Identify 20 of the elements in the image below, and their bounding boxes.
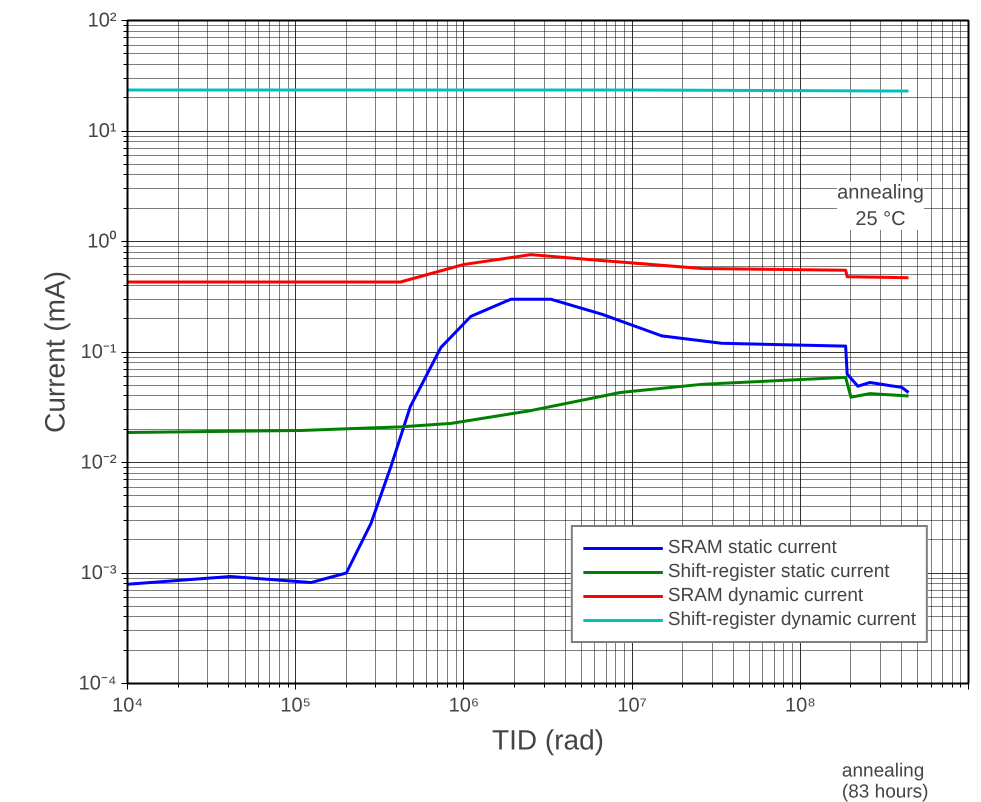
y-tick-label: 10² bbox=[88, 10, 117, 32]
x-tick-label: 10⁶ bbox=[448, 694, 480, 716]
y-tick-label: 10⁻¹ bbox=[80, 341, 117, 363]
legend-label: Shift-register static current bbox=[668, 561, 890, 583]
x-tick-label: 10⁷ bbox=[617, 694, 647, 716]
x-tick-label: 10⁵ bbox=[280, 694, 311, 716]
y-tick-label: 10⁻³ bbox=[80, 562, 117, 584]
y-tick-label: 10⁰ bbox=[87, 230, 117, 252]
y-tick-label: 10¹ bbox=[88, 120, 117, 142]
legend-label: SRAM dynamic current bbox=[668, 585, 864, 607]
x-axis-title: TID (rad) bbox=[492, 724, 604, 756]
y-tick-label: 10⁻² bbox=[80, 452, 117, 474]
y-axis-title: Current (mA) bbox=[40, 271, 71, 433]
annotation: annealing 25 °C bbox=[837, 182, 924, 230]
text: annealing (83 hours) bbox=[842, 760, 929, 802]
y-tick-label: 10⁻⁴ bbox=[78, 672, 117, 694]
x-tick-label: 10⁴ bbox=[112, 694, 143, 716]
x-tick-label: 10⁸ bbox=[784, 694, 816, 716]
legend-label: Shift-register dynamic current bbox=[668, 609, 916, 631]
legend-label: SRAM static current bbox=[668, 537, 837, 559]
